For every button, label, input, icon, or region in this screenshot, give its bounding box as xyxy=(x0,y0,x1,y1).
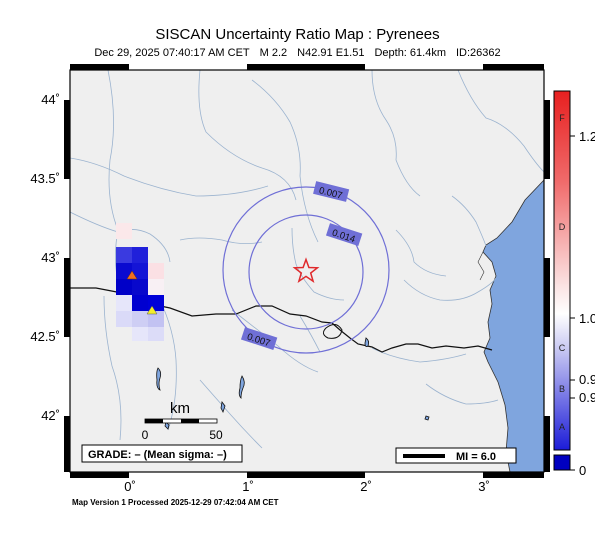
uncertainty-contours xyxy=(222,186,390,354)
star-icon xyxy=(292,257,320,283)
colorbar-value: 0 xyxy=(579,463,586,478)
event-id: ID:26362 xyxy=(456,47,501,59)
colorbar-letter: A xyxy=(559,422,565,432)
colorbar-letter: D xyxy=(559,222,566,232)
map-footer: Map Version 1 Processed 2025-12-29 07:42… xyxy=(72,498,279,507)
scale-tick-50: 50 xyxy=(209,428,223,442)
event-depth: Depth: 61.4km xyxy=(374,47,446,59)
rivers xyxy=(70,70,544,449)
colorbar-value: 1.2 xyxy=(579,129,595,144)
lon-label: 3˚ xyxy=(478,479,490,494)
colorbar-letter: F xyxy=(559,113,565,123)
mi-legend-text: MI = 6.0 xyxy=(456,451,496,463)
latitude-labels: 44˚ 43.5˚ 43˚ 42.5˚ 42˚ xyxy=(30,92,60,423)
event-magnitude: M 2.2 xyxy=(259,47,288,59)
colorbar-value: 0.9 xyxy=(579,372,595,387)
map-title: SISCAN Uncertainty Ratio Map : Pyrenees xyxy=(155,26,440,43)
frame-ticks xyxy=(64,64,550,478)
lon-label: 0˚ xyxy=(124,479,136,494)
grade-text: GRADE: – (Mean sigma: –) xyxy=(88,449,227,461)
lon-label: 2˚ xyxy=(360,479,372,494)
scale-bar: km 0 50 xyxy=(142,400,223,442)
lat-label: 43.5˚ xyxy=(30,171,60,186)
lat-label: 44˚ xyxy=(41,92,60,107)
colorbar: F D C B A 1.2 1.0 0.9 0.9 0 xyxy=(553,90,595,478)
map-area: 0.007 0.014 0.007 xyxy=(70,70,544,472)
triangle-icon xyxy=(126,270,138,280)
colorbar-letter: B xyxy=(559,384,565,394)
map-subtitle: Dec 29, 2025 07:40:17 AM CET M 2.2 N42.91 … xyxy=(0,47,595,59)
reservoirs xyxy=(156,337,430,430)
mi-legend: MI = 6.0 xyxy=(395,447,517,464)
event-datetime: Dec 29, 2025 07:40:17 AM CET xyxy=(94,47,250,59)
grade-box: GRADE: – (Mean sigma: –) xyxy=(81,444,243,463)
longitude-labels: 0˚ 1˚ 2˚ 3˚ xyxy=(124,479,490,494)
colorbar-value: 1.0 xyxy=(579,311,595,326)
lat-label: 42.5˚ xyxy=(30,329,60,344)
lat-label: 43˚ xyxy=(41,250,60,265)
scale-unit: km xyxy=(170,400,190,417)
colorbar-letter: C xyxy=(559,343,566,353)
uncertainty-grid xyxy=(116,223,164,341)
colorbar-value: 0.9 xyxy=(579,390,595,405)
scale-tick-0: 0 xyxy=(142,428,149,442)
andorra-border xyxy=(322,324,343,339)
lon-label: 1˚ xyxy=(242,479,254,494)
mediterranean-sea xyxy=(482,179,544,472)
lat-label: 42˚ xyxy=(41,408,60,423)
event-location: N42.91 E1.51 xyxy=(297,47,365,59)
triangle-icon xyxy=(146,305,158,315)
